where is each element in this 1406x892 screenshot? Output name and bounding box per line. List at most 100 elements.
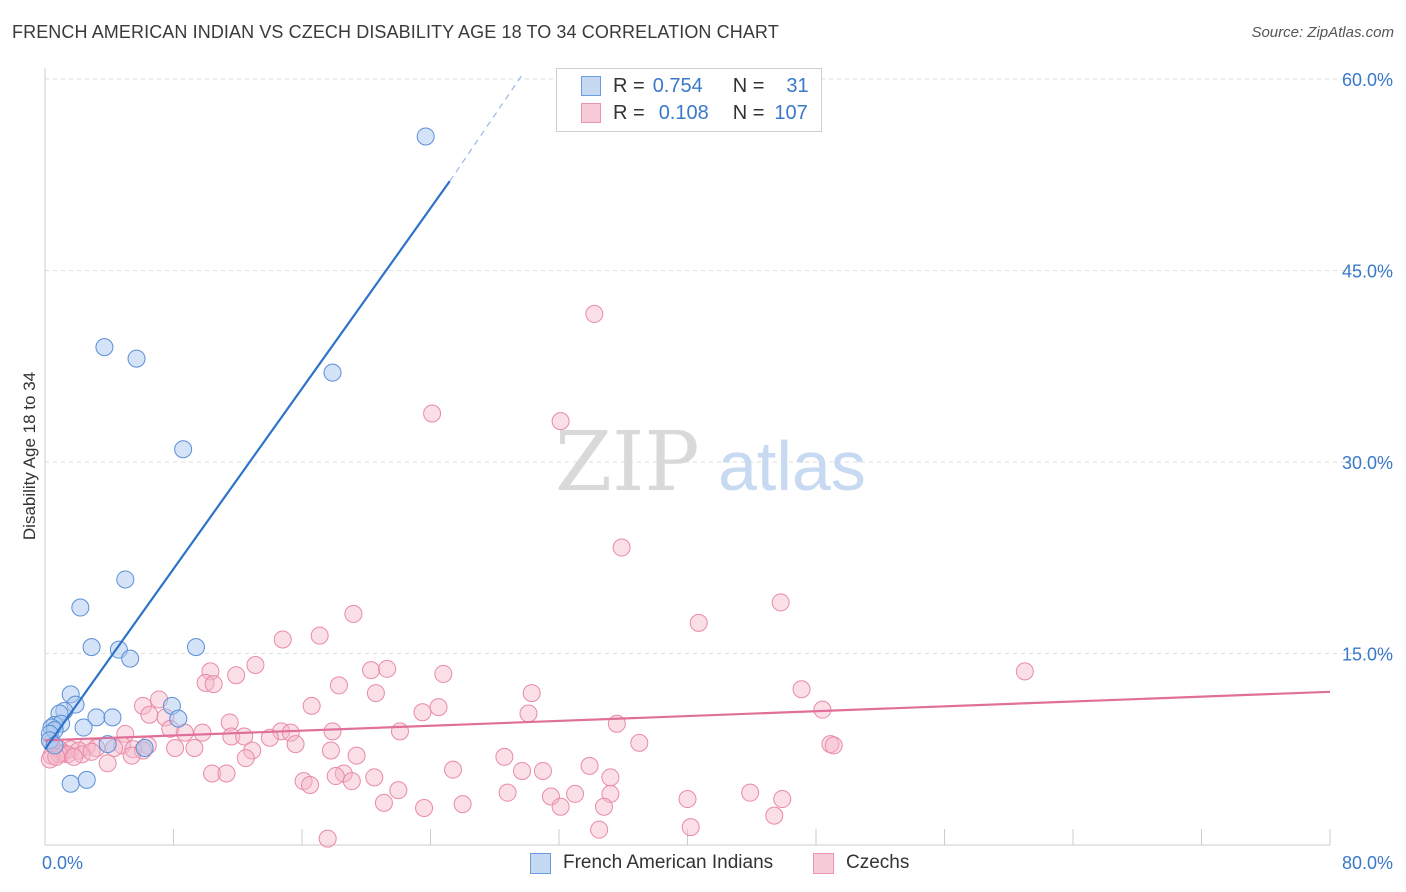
czechs-point [551, 797, 570, 816]
series-swatch-blue [530, 852, 551, 874]
czechs-point [185, 738, 204, 757]
czechs-point [378, 659, 397, 678]
czechs-point [612, 538, 631, 557]
czechs-point [220, 713, 239, 732]
czechs-point [594, 797, 613, 816]
legend-swatch-blue [581, 76, 601, 96]
french-american-indians-point [186, 638, 205, 657]
french-american-indians-point [82, 638, 101, 657]
czechs-point [443, 760, 462, 779]
czechs-point [365, 768, 384, 787]
y-tick-label: 15.0% [1342, 645, 1393, 665]
french-american-indians-point [71, 598, 90, 617]
czechs-point [413, 703, 432, 722]
czechs-point [344, 604, 363, 623]
czechs-point [347, 746, 366, 765]
french-american-indians-point [127, 349, 146, 368]
french-american-indians-trendline-extension [449, 72, 525, 182]
czechs-point [630, 733, 649, 752]
series-name-pink: Czechs [846, 852, 910, 873]
czechs-point [217, 764, 236, 783]
czechs-point [533, 761, 552, 780]
legend-swatch-pink [581, 103, 601, 123]
chart-title: FRENCH AMERICAN INDIAN VS CZECH DISABILI… [12, 22, 779, 42]
french-american-indians-point [174, 440, 193, 459]
y-axis-label: Disability Age 18 to 34 [20, 371, 39, 541]
x-tick-label: 0.0% [42, 853, 83, 873]
czechs-point [326, 767, 345, 786]
czechs-point [824, 736, 843, 755]
french-american-indians-point [135, 738, 154, 757]
czechs-point [689, 613, 708, 632]
czechs-point [773, 790, 792, 809]
czechs-point [246, 655, 265, 674]
czechs-point [453, 795, 472, 814]
czechs-point [513, 761, 532, 780]
legend-n-value: 31 [786, 74, 809, 97]
czechs-point [82, 742, 101, 761]
czechs-point [580, 756, 599, 775]
czechs-point [98, 754, 117, 773]
czechs-point [321, 741, 340, 760]
legend-n-value: 107 [774, 101, 808, 124]
legend-row-blue: R = 0.754 N = 31 [581, 73, 809, 99]
french-american-indians-point [169, 709, 188, 728]
czechs-point [374, 793, 393, 812]
czechs-point [227, 666, 246, 685]
series-legend-blue: French American Indians [530, 852, 773, 874]
legend-n-label: N = [732, 74, 765, 97]
y-tick-label: 30.0% [1342, 453, 1393, 473]
gridlines [45, 78, 1392, 654]
czechs-point [286, 735, 305, 754]
czechs-point [551, 412, 570, 431]
french-american-indians-point [416, 127, 435, 146]
french-american-indians-point [116, 570, 135, 589]
trendlines [44, 72, 1331, 750]
czechs-point [678, 790, 697, 809]
czechs-point [566, 784, 585, 803]
french-american-indians-point [103, 708, 122, 727]
french-american-indians-points [40, 127, 435, 793]
watermark-atlas: atlas [718, 427, 866, 505]
czechs-point [434, 664, 453, 683]
czechs-point [193, 723, 212, 742]
y-tick-label: 60.0% [1342, 70, 1393, 90]
czechs-point [281, 723, 300, 742]
czechs-point [522, 684, 541, 703]
czechs-point [765, 806, 784, 825]
czechs-point [792, 680, 811, 699]
czechs-point [166, 738, 185, 757]
legend-r-value: 0.754 [652, 74, 703, 97]
czechs-point [741, 783, 760, 802]
czechs-point [429, 698, 448, 717]
czechs-point [423, 404, 442, 423]
correlation-legend: R = 0.754 N = 31 R = 0.108 N = 107 [556, 68, 822, 132]
czechs-point [771, 593, 790, 612]
czechs-point [204, 675, 223, 694]
czechs-point [366, 684, 385, 703]
legend-n-label: N = [732, 101, 765, 124]
czechs-point [323, 722, 342, 741]
czechs-point [601, 768, 620, 787]
french-american-indians-trendline [44, 180, 451, 750]
czechs-point [1015, 662, 1034, 681]
czechs-point [133, 696, 152, 715]
czechs-point [329, 676, 348, 695]
source-label: Source: ZipAtlas.com [1251, 24, 1394, 41]
czechs-point [342, 772, 361, 791]
watermark-zip: ZIP [555, 415, 700, 510]
french-american-indians-point [121, 649, 140, 668]
czechs-point [302, 696, 321, 715]
czechs-point [389, 781, 408, 800]
czechs-point [273, 630, 292, 649]
legend-row-pink: R = 0.108 N = 107 [581, 100, 808, 126]
legend-r-label: R = [613, 101, 645, 124]
czechs-point [260, 728, 279, 747]
czechs-point [310, 626, 329, 645]
legend-r-value: 0.108 [658, 101, 709, 124]
french-american-indians-point [95, 338, 114, 357]
czechs-point [243, 741, 262, 760]
french-american-indians-point [323, 363, 342, 382]
series-name-blue: French American Indians [563, 852, 774, 873]
